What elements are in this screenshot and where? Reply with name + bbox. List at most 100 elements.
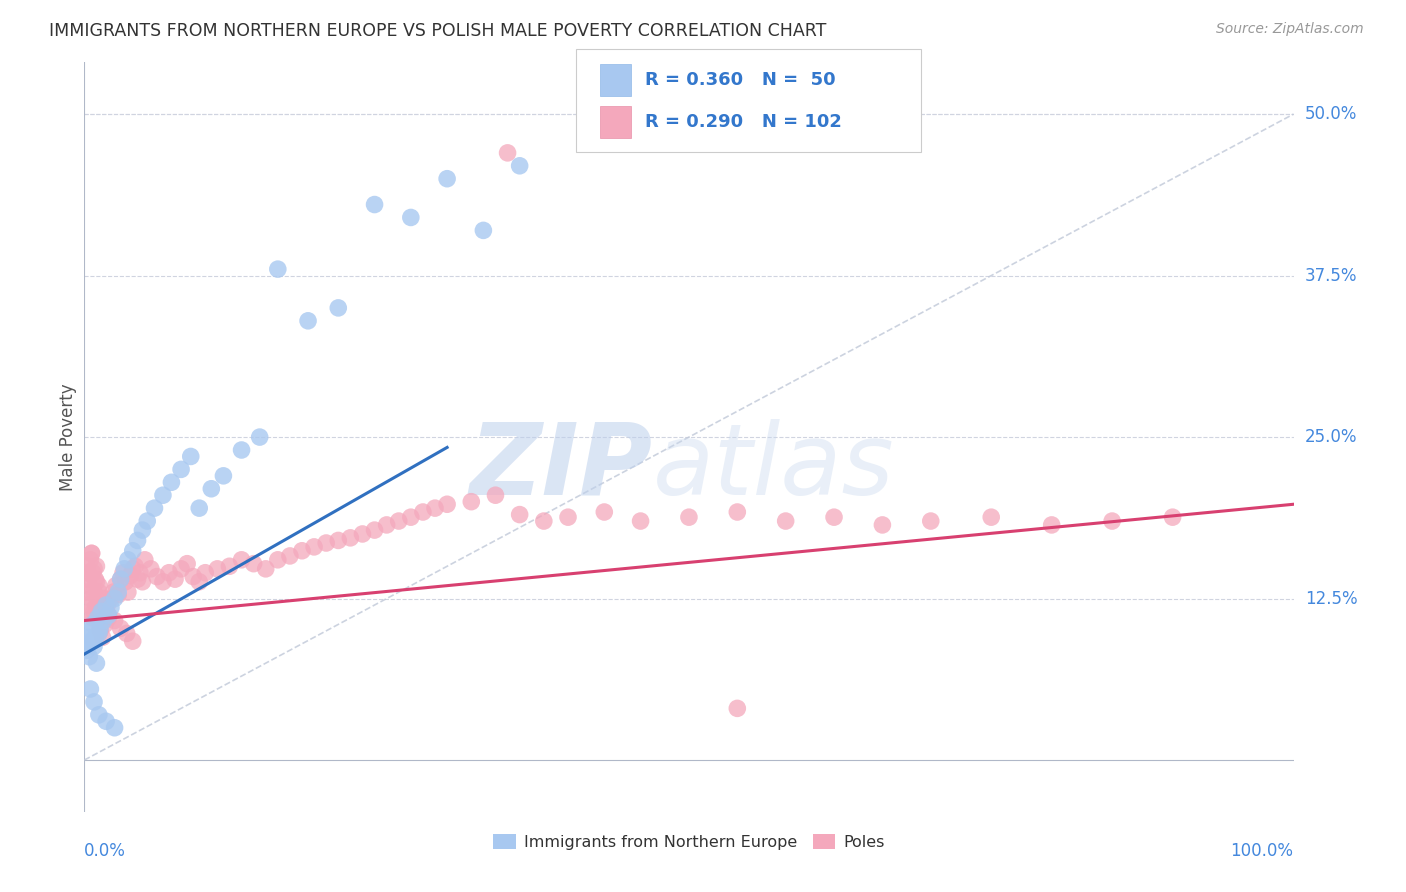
- Point: [134, 553, 156, 567]
- Point: [87, 585, 110, 599]
- Point: [82, 617, 104, 632]
- Point: [399, 510, 422, 524]
- Point: [180, 450, 202, 464]
- Point: [97, 608, 120, 623]
- Point: [107, 585, 129, 599]
- Point: [339, 531, 361, 545]
- Point: [363, 197, 385, 211]
- Point: [104, 721, 127, 735]
- Point: [496, 145, 519, 160]
- Point: [823, 510, 845, 524]
- Point: [97, 611, 120, 625]
- Point: [218, 559, 240, 574]
- Point: [114, 574, 136, 589]
- Point: [117, 553, 139, 567]
- Point: [83, 605, 105, 619]
- Point: [86, 574, 108, 589]
- Point: [363, 523, 385, 537]
- Point: [472, 223, 495, 237]
- Point: [375, 517, 398, 532]
- Point: [152, 574, 174, 589]
- Point: [249, 430, 271, 444]
- Point: [1101, 514, 1123, 528]
- Point: [77, 630, 100, 644]
- Text: ZIP: ZIP: [470, 418, 652, 516]
- Point: [75, 637, 97, 651]
- Point: [83, 695, 105, 709]
- Point: [509, 159, 531, 173]
- Point: [79, 605, 101, 619]
- Point: [557, 510, 579, 524]
- Point: [75, 572, 97, 586]
- Point: [96, 598, 118, 612]
- Point: [83, 562, 105, 576]
- Point: [436, 171, 458, 186]
- Point: [77, 649, 100, 664]
- Point: [136, 514, 159, 528]
- Point: [90, 605, 112, 619]
- Point: [231, 442, 253, 457]
- Point: [207, 562, 229, 576]
- Point: [84, 572, 107, 586]
- Point: [104, 579, 127, 593]
- Point: [77, 598, 100, 612]
- Point: [82, 566, 104, 580]
- Point: [97, 608, 120, 623]
- Point: [86, 591, 108, 606]
- Point: [77, 566, 100, 580]
- Point: [278, 549, 301, 563]
- Point: [127, 572, 149, 586]
- Point: [93, 614, 115, 628]
- Point: [533, 514, 555, 528]
- Point: [127, 533, 149, 548]
- Point: [82, 611, 104, 625]
- Point: [399, 211, 422, 225]
- Point: [107, 588, 129, 602]
- Point: [91, 630, 114, 644]
- Point: [89, 624, 111, 638]
- Point: [775, 514, 797, 528]
- Point: [170, 462, 193, 476]
- Point: [93, 591, 115, 606]
- Point: [80, 591, 103, 606]
- Point: [297, 314, 319, 328]
- Point: [1040, 517, 1063, 532]
- Point: [872, 517, 894, 532]
- Point: [143, 501, 166, 516]
- Point: [152, 488, 174, 502]
- Point: [77, 579, 100, 593]
- Point: [328, 301, 350, 315]
- Text: 50.0%: 50.0%: [1305, 105, 1357, 123]
- Point: [103, 585, 125, 599]
- Point: [94, 598, 117, 612]
- Point: [120, 568, 142, 582]
- Point: [104, 591, 127, 606]
- Point: [352, 527, 374, 541]
- Point: [80, 546, 103, 560]
- Point: [87, 579, 110, 593]
- Text: atlas: atlas: [652, 418, 894, 516]
- Text: R = 0.290   N = 102: R = 0.290 N = 102: [645, 113, 842, 131]
- Point: [79, 681, 101, 696]
- Point: [291, 543, 314, 558]
- Point: [100, 591, 122, 606]
- Point: [91, 598, 114, 612]
- Text: 100.0%: 100.0%: [1230, 842, 1294, 860]
- Point: [79, 624, 101, 638]
- Text: 25.0%: 25.0%: [1305, 428, 1357, 446]
- Point: [115, 626, 138, 640]
- Point: [94, 605, 117, 619]
- Point: [112, 566, 135, 580]
- Point: [170, 562, 193, 576]
- Point: [131, 523, 153, 537]
- Point: [328, 533, 350, 548]
- Point: [79, 553, 101, 567]
- Point: [80, 546, 103, 560]
- Point: [630, 514, 652, 528]
- Point: [76, 643, 98, 657]
- Point: [76, 585, 98, 599]
- Point: [121, 634, 143, 648]
- Point: [181, 569, 204, 583]
- Point: [920, 514, 942, 528]
- Point: [165, 572, 187, 586]
